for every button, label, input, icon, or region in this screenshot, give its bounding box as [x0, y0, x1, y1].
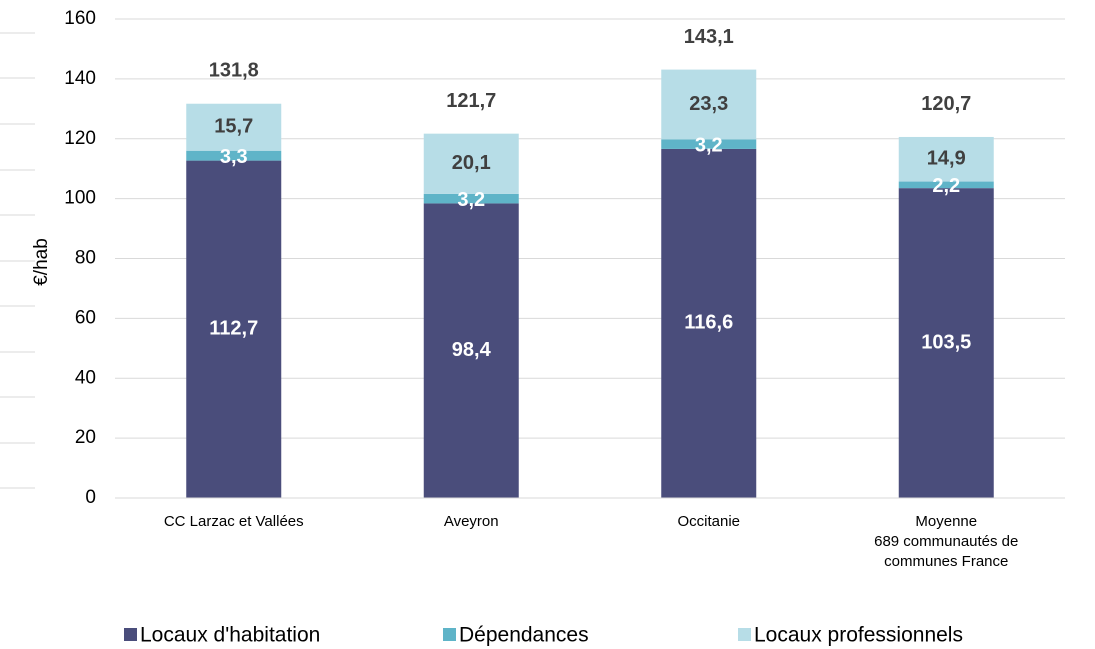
y-tick-label: 20 [75, 427, 96, 448]
total-label: 131,8 [209, 60, 259, 82]
y-tick-label: 100 [64, 188, 96, 209]
bar-segment [661, 69, 757, 140]
y-tick-label: 140 [64, 68, 96, 89]
x-tick-label: Occitanie [677, 513, 740, 530]
data-label: 116,6 [684, 312, 733, 334]
y-tick-label: 40 [75, 367, 96, 388]
legend-label: Locaux professionnels [754, 624, 963, 647]
legend-swatch [738, 628, 751, 641]
data-label: 98,4 [452, 339, 492, 361]
x-tick-label: Moyenne 689 communautés de communes France [874, 513, 1018, 570]
bar-segment [661, 139, 757, 149]
bar-segment [898, 188, 994, 498]
total-label: 120,7 [921, 93, 971, 115]
data-label: 3,2 [695, 134, 723, 156]
y-tick-label: 120 [64, 128, 96, 149]
data-label: 3,3 [220, 146, 248, 168]
bar-segment [423, 133, 519, 194]
legend-swatch [124, 628, 137, 641]
data-label: 112,7 [209, 318, 258, 340]
bar-segment [423, 203, 519, 499]
data-label: 103,5 [921, 331, 971, 353]
bar-segment [186, 160, 282, 498]
y-tick-label: 60 [75, 307, 96, 328]
x-tick-label: CC Larzac et Vallées [164, 513, 304, 530]
data-label: 14,9 [927, 148, 966, 170]
data-label: 3,2 [457, 189, 485, 211]
y-tick-label: 160 [64, 8, 96, 29]
data-label: 20,1 [452, 152, 491, 174]
bar-segment [423, 193, 519, 204]
bar-segment [186, 103, 282, 151]
total-label: 143,1 [684, 26, 734, 48]
y-axis-title: €/hab [31, 238, 52, 286]
legend-label: Dépendances [459, 624, 589, 647]
legend-swatch [443, 628, 456, 641]
bar-segment [898, 181, 994, 189]
legend-label: Locaux d'habitation [140, 624, 320, 647]
bar-segment [186, 150, 282, 161]
data-label: 2,2 [932, 175, 960, 197]
y-tick-label: 0 [85, 487, 96, 508]
decoration [0, 32, 35, 489]
total-label: 121,7 [446, 90, 496, 112]
y-tick-label: 80 [75, 248, 96, 269]
data-label: 15,7 [214, 116, 253, 138]
data-label: 23,3 [689, 93, 728, 115]
bar-segment [898, 136, 994, 182]
bar-segment [661, 148, 757, 498]
x-tick-label: Aveyron [444, 513, 499, 530]
